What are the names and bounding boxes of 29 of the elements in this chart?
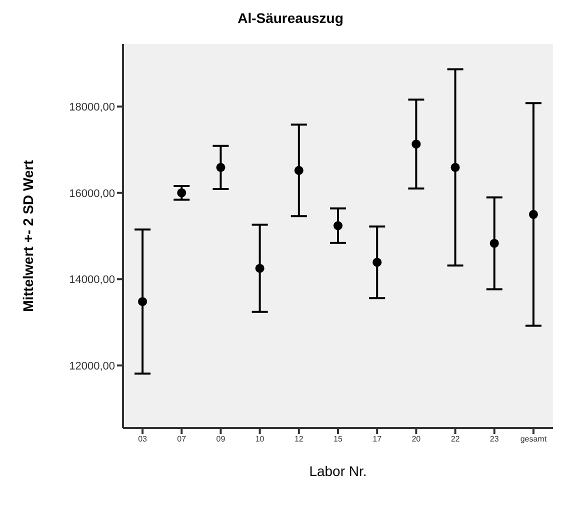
- x-tick-label: 03: [138, 434, 148, 444]
- point: [177, 188, 186, 198]
- x-tick-label: 07: [177, 434, 187, 444]
- x-tick-label: 22: [450, 434, 460, 444]
- y-tick-label: 14000,00: [69, 274, 115, 286]
- point: [372, 258, 382, 267]
- point: [216, 162, 226, 172]
- y-tick-label: 12000,00: [69, 360, 115, 372]
- point: [528, 210, 538, 219]
- x-tick-label: 17: [372, 434, 382, 444]
- x-tick-label: gesamt: [520, 434, 548, 444]
- x-tick-label: 15: [334, 434, 343, 444]
- x-tick-label: 20: [412, 434, 422, 444]
- point: [412, 140, 421, 149]
- chart-title: Al-Säureauszug: [236, 10, 344, 26]
- y-axis-title: Mittelwert +- 2 SD Wert: [20, 160, 36, 312]
- point: [490, 238, 499, 248]
- point: [294, 166, 304, 175]
- x-tick-label: 09: [216, 434, 226, 444]
- x-tick-label: 23: [490, 434, 500, 444]
- x-tick-label: 10: [255, 434, 265, 444]
- point: [333, 221, 343, 230]
- point: [255, 264, 264, 273]
- y-tick-label: 18000,00: [69, 101, 115, 114]
- y-tick-label: 16000,00: [69, 188, 115, 200]
- x-axis-title: Labor Nr.: [309, 463, 367, 479]
- x-tick-label: 12: [294, 434, 304, 444]
- point: [450, 162, 460, 172]
- point: [138, 297, 148, 306]
